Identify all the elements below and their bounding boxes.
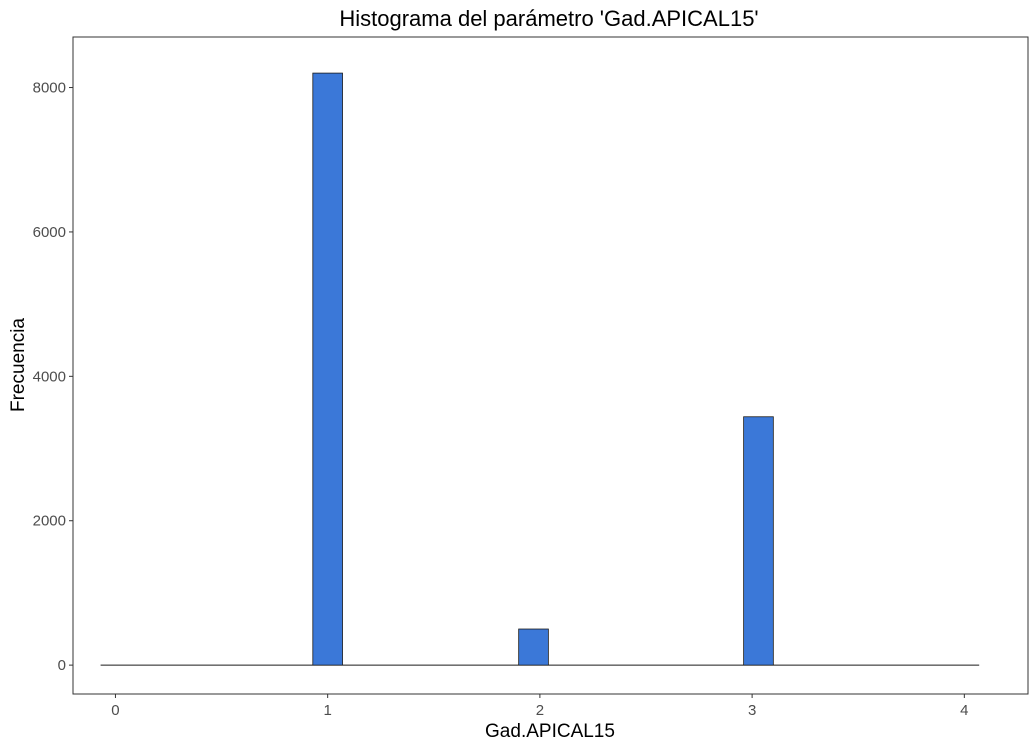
x-tick-label: 0: [111, 702, 119, 719]
x-tick-label: 2: [536, 702, 544, 719]
y-tick-label: 0: [58, 657, 66, 674]
y-axis-label: Frecuencia: [8, 318, 29, 412]
histogram-bar: [518, 628, 549, 666]
plot-panel: [72, 36, 1029, 695]
y-tick-label: 8000: [33, 80, 66, 97]
y-tick-label: 4000: [33, 368, 66, 385]
y-tick-label: 2000: [33, 513, 66, 530]
histogram-bars: [312, 72, 774, 666]
chart-title: Histograma del parámetro 'Gad.APICAL15': [339, 6, 758, 31]
x-tick-label: 1: [323, 702, 331, 719]
y-tick-label: 6000: [33, 224, 66, 241]
histogram-bar: [312, 72, 343, 666]
histogram-bar: [743, 416, 774, 666]
y-axis: 0 2000 4000 6000 8000: [33, 80, 73, 674]
x-tick-label: 3: [748, 702, 756, 719]
x-tick-label: 4: [960, 702, 968, 719]
x-axis: 0 1 2 3 4: [111, 694, 969, 719]
x-axis-label: Gad.APICAL15: [485, 721, 615, 742]
